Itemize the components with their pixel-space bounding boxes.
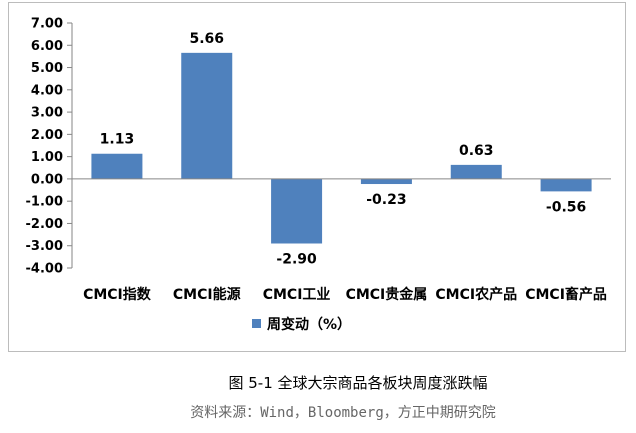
category-label: CMCI指数 xyxy=(83,286,152,303)
y-tick-label: -4.00 xyxy=(26,262,63,277)
y-tick-label: 0.00 xyxy=(31,172,63,187)
y-tick-label: -1.00 xyxy=(26,195,63,210)
category-label: CMCI畜产品 xyxy=(525,286,607,303)
bar xyxy=(271,178,323,244)
category-label: CMCI贵金属 xyxy=(346,286,428,303)
figure-caption: 图 5-1 全球大宗商品各板块周度涨跌幅 xyxy=(228,374,488,392)
bar xyxy=(540,178,592,192)
legend-swatch xyxy=(252,319,261,328)
y-tick-label: 3.00 xyxy=(31,106,63,121)
bar-chart: 7.00 6.00 5.00 4.00 3.00 2.00 1.00 0.00 -1.00 -2.… xyxy=(26,17,611,333)
y-tick-label: 5.00 xyxy=(31,61,63,76)
y-tick-label: -2.00 xyxy=(26,217,63,232)
bar xyxy=(181,52,233,179)
category-label: CMCI能源 xyxy=(173,286,241,303)
data-label: -0.56 xyxy=(546,199,586,215)
y-tick-label: 6.00 xyxy=(31,39,63,54)
bar xyxy=(91,153,143,179)
category-label: CMCI农产品 xyxy=(435,286,517,303)
data-label: -0.23 xyxy=(366,192,406,208)
y-tick-label: 4.00 xyxy=(31,83,63,98)
data-label: -2.90 xyxy=(276,252,317,268)
chart-frame: 7.00 6.00 5.00 4.00 3.00 2.00 1.00 0.00 -1.00 -2.… xyxy=(8,2,626,352)
y-tick-label: -3.00 xyxy=(26,239,63,254)
category-label: CMCI工业 xyxy=(263,287,331,303)
y-tick-label: 2.00 xyxy=(31,128,63,143)
bar xyxy=(450,164,502,179)
y-tick-label: 1.00 xyxy=(31,150,63,165)
data-label: 1.13 xyxy=(100,132,135,148)
source-note: 资料来源：Wind，Bloomberg，方正中期研究院 xyxy=(190,405,496,421)
legend-label: 周变动（%） xyxy=(267,316,351,333)
bar xyxy=(360,178,412,185)
data-label: 5.66 xyxy=(189,31,224,47)
y-tick-label: 7.00 xyxy=(31,17,63,32)
data-label: 0.63 xyxy=(459,143,494,159)
